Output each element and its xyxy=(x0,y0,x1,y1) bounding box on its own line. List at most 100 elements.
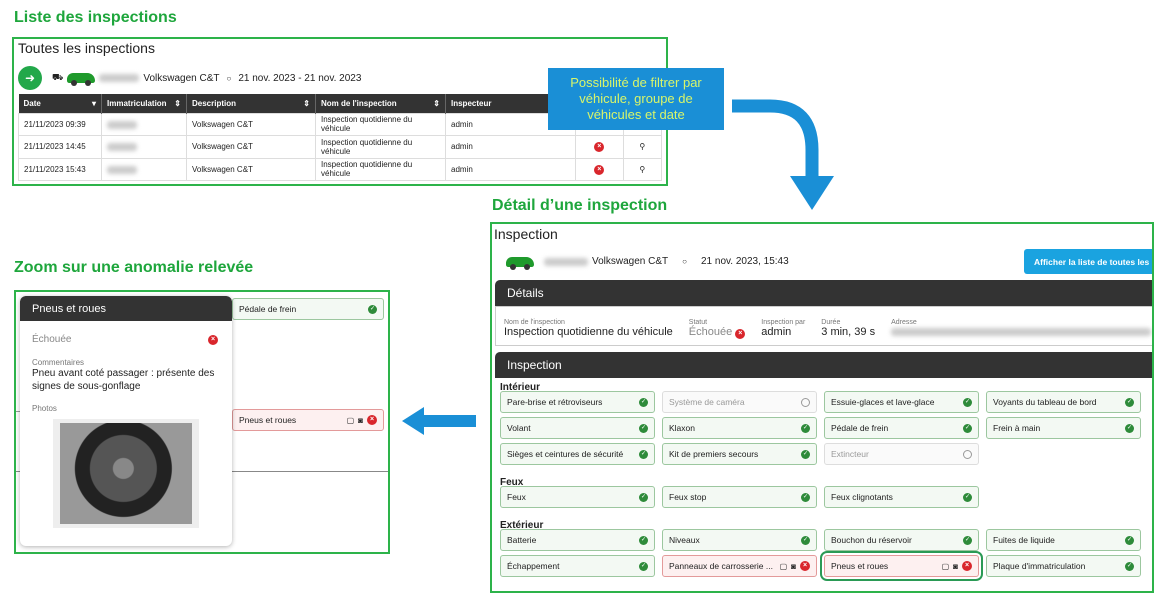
group-title: Feux xyxy=(500,477,524,488)
camera-icon: ◙ xyxy=(791,561,796,571)
check-icon: ✓ xyxy=(1125,423,1134,433)
fail-icon: × xyxy=(800,561,810,571)
detail-title: Inspection xyxy=(494,226,558,242)
table-row[interactable]: 21/11/2023 14:45 Volkswagen C&T Inspection… xyxy=(18,135,663,159)
section-title-zoom: Zoom sur une anomalie relevée xyxy=(14,259,254,276)
fail-icon: × xyxy=(735,329,746,339)
status-value: Échouée xyxy=(688,326,733,338)
checklist-item[interactable]: Klaxon ✓ xyxy=(662,417,817,439)
checklist-item[interactable]: Feux stop ✓ xyxy=(662,486,817,508)
checklist-item[interactable]: Pneus et roues ▢ ◙ × xyxy=(820,551,983,581)
checklist-item[interactable]: Système de caméra xyxy=(662,391,817,413)
table-row[interactable]: 21/11/2023 15:43 Volkswagen C&T Inspection… xyxy=(18,157,663,181)
camera-icon: ◙ xyxy=(358,415,363,425)
check-icon: ✓ xyxy=(639,561,648,571)
checklist-item[interactable]: Essuie-glaces et lave-glace ✓ xyxy=(824,391,979,413)
table-row[interactable]: 21/11/2023 09:39 Volkswagen C&T Inspection… xyxy=(18,112,663,136)
fail-icon: × xyxy=(208,335,218,345)
checklist-item[interactable]: Frein à main ✓ xyxy=(986,417,1141,439)
inspections-table: Date ▾ Immatriculation ⇕ Description ⇕ Nom … xyxy=(18,94,663,181)
anomaly-popup: Pneus et roues Échouée × Commentaires Pn… xyxy=(20,296,232,546)
checklist-item[interactable]: Fuites de liquide ✓ xyxy=(986,529,1141,551)
check-icon: ✓ xyxy=(1125,535,1134,545)
tire-photo[interactable] xyxy=(53,419,199,528)
check-icon: ✓ xyxy=(1125,561,1134,571)
inspection-header: Inspection xyxy=(495,352,1152,378)
vehicle-name: Volkswagen C&T xyxy=(592,256,669,267)
checklist-item[interactable]: Sièges et ceintures de sécurité ✓ xyxy=(500,443,655,465)
section-title-detail: Détail d’une inspection xyxy=(492,197,668,214)
arrow-left-icon xyxy=(402,407,476,435)
check-icon: ✓ xyxy=(963,423,972,433)
check-icon: ✓ xyxy=(639,492,648,502)
check-icon: ✓ xyxy=(639,535,648,545)
checklist-item[interactable]: Feux clignotants ✓ xyxy=(824,486,979,508)
clock-icon: ○ xyxy=(226,73,232,83)
checklist-item[interactable]: Niveaux ✓ xyxy=(662,529,817,551)
checklist-item-failed[interactable]: Pneus et roues ▢ ◙ × xyxy=(232,409,384,431)
popup-status: Échouée xyxy=(32,334,72,345)
check-icon: ✓ xyxy=(368,304,377,314)
check-icon: ✓ xyxy=(639,397,648,407)
col-inspector[interactable]: Inspecteur xyxy=(445,94,576,113)
vehicle-group-icon: ⛟ xyxy=(52,72,64,82)
list-title: Toutes les inspections xyxy=(18,40,155,56)
group-title: Intérieur xyxy=(500,382,541,393)
inspection-detail-panel: Inspection Volkswagen C&T ○ 21 nov. 2023… xyxy=(490,222,1154,593)
check-icon: ✓ xyxy=(963,492,972,502)
car-icon xyxy=(506,256,534,270)
check-icon: ✓ xyxy=(963,535,972,545)
col-date[interactable]: Date ▾ xyxy=(18,94,102,113)
car-icon xyxy=(67,73,96,86)
empty-circle-icon xyxy=(801,397,810,407)
popup-title: Pneus et roues xyxy=(20,296,232,321)
col-plate[interactable]: Immatriculation ⇕ xyxy=(101,94,187,113)
checklist-item[interactable]: Volant ✓ xyxy=(500,417,655,439)
filter-callout: Possibilité de filtrer par véhicule, gro… xyxy=(548,68,724,130)
note-icon: ▢ xyxy=(346,415,355,425)
checklist-item[interactable]: Feux ✓ xyxy=(500,486,655,508)
fail-icon: × xyxy=(594,164,605,175)
arrow-right-button[interactable]: ➜ xyxy=(18,66,42,90)
section-title-list: Liste des inspections xyxy=(14,9,177,26)
fail-icon: × xyxy=(367,415,377,425)
check-icon: ✓ xyxy=(801,492,810,502)
checklist-item[interactable]: Kit de premiers secours ✓ xyxy=(662,443,817,465)
check-icon: ✓ xyxy=(639,449,648,459)
details-header: Détails xyxy=(495,280,1152,306)
check-icon: ✓ xyxy=(963,397,972,407)
checklist-item[interactable]: Panneaux de carrosserie ... ▢ ◙ × xyxy=(662,555,817,577)
show-all-button[interactable]: Afficher la liste de toutes les xyxy=(1024,249,1152,274)
check-icon: ✓ xyxy=(1125,397,1134,407)
checklist-item[interactable]: Batterie ✓ xyxy=(500,529,655,551)
filter-bar[interactable]: ⛟ Volkswagen C&T ○ 21 nov. 2023 - 21 nov… xyxy=(52,72,361,86)
fail-icon: × xyxy=(594,142,605,153)
checklist-item[interactable]: Échappement ✓ xyxy=(500,555,655,577)
checklist-item[interactable]: Plaque d'immatriculation ✓ xyxy=(986,555,1141,577)
checklist-item[interactable]: Bouchon du réservoir ✓ xyxy=(824,529,979,551)
check-icon: ✓ xyxy=(801,423,810,433)
clock-icon: ○ xyxy=(682,257,687,266)
checklist-item[interactable]: Pédale de frein ✓ xyxy=(824,417,979,439)
plate-blurred xyxy=(99,74,140,82)
inspection-datetime: 21 nov. 2023, 15:43 xyxy=(701,256,789,267)
col-inspection-name[interactable]: Nom de l'inspection ⇕ xyxy=(315,94,446,113)
note-icon: ▢ xyxy=(941,561,950,571)
checklist-item[interactable]: Pare-brise et rétroviseurs ✓ xyxy=(500,391,655,413)
checklist-item[interactable]: Voyants du tableau de bord ✓ xyxy=(986,391,1141,413)
checklist-item[interactable]: Extincteur xyxy=(824,443,979,465)
camera-icon: ◙ xyxy=(953,561,958,571)
fail-icon: × xyxy=(962,561,972,571)
checklist-item[interactable]: Pédale de frein ✓ xyxy=(232,298,384,320)
vehicle-row: Volkswagen C&T ○ 21 nov. 2023, 15:43 xyxy=(506,256,789,270)
empty-circle-icon xyxy=(963,449,972,459)
anomaly-zoom-panel: Pédale de frein ✓ Pneus et roues ▢ ◙ × Pneus… xyxy=(14,290,390,554)
col-description[interactable]: Description ⇕ xyxy=(186,94,316,113)
curved-arrow-icon xyxy=(732,99,834,210)
check-icon: ✓ xyxy=(801,535,810,545)
view-icon[interactable]: ⚲ xyxy=(622,135,663,159)
details-body: Nom de l'inspection Inspection quotidienn… xyxy=(495,306,1152,346)
view-icon[interactable]: ⚲ xyxy=(622,157,663,181)
inspection-name: Inspection quotidienne du véhicule xyxy=(504,326,673,338)
comment-text: Pneu avant coté passager : présente des … xyxy=(32,368,215,392)
